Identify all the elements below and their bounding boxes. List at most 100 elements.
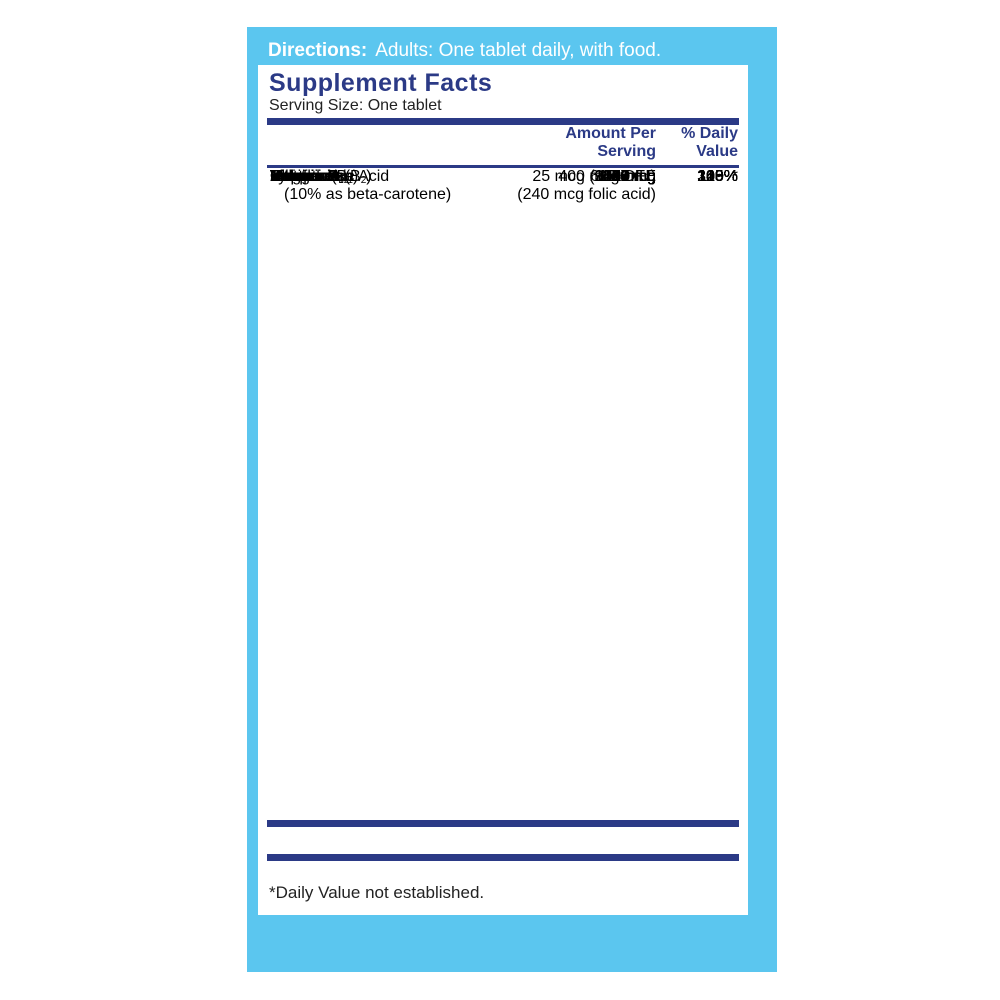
amount-line: 2.17 mg [598, 168, 656, 185]
header-line: % Daily [681, 125, 738, 142]
amount-line: 25 mcg (1000 IU) [532, 168, 656, 185]
amount: 0.9 mg [607, 168, 656, 186]
nutrient-name: Selenium [270, 168, 337, 186]
name-line: Chromium [270, 168, 344, 186]
amount: 300 mcg [595, 168, 656, 186]
name-line: Lycopene [270, 168, 339, 186]
amount: 99 mg [612, 168, 656, 186]
amount: 11 mg [613, 168, 656, 186]
amount: 43 mcg [604, 168, 656, 186]
nutrient-row: Magnesium 120 mg 29% [267, 168, 739, 682]
amount-line: 30 mcg [603, 168, 656, 185]
daily-value: 100% [697, 168, 738, 185]
amount-line: 15 mg [611, 168, 656, 185]
nutrient-name: Vitamin A (10% as beta-carotene) [270, 168, 451, 204]
name-text: Vitamin B [270, 168, 339, 185]
amount-line: 2.3 mg [607, 168, 656, 185]
name-text: (10% as beta-carotene) [284, 186, 452, 203]
amount-line: 150 mcg [594, 168, 656, 185]
directions: Directions: Adults: One tablet daily, wit… [268, 40, 661, 62]
amount: 30 mcg [604, 168, 656, 186]
name-text: Zinc [270, 168, 301, 185]
name-line: Iodine [270, 168, 314, 186]
name-line: Niacin [270, 168, 314, 186]
nutrient-name: Magnesium [270, 168, 353, 186]
subscript: 6 [338, 175, 344, 186]
nutrient-row: Vitamin A (10% as beta-carotene) 900 mcg 10… [267, 168, 739, 218]
amount: 6.24 mcg [590, 168, 656, 186]
nutrient-row: Selenium 55 mcg 100% [267, 168, 739, 738]
daily-value: 128% [697, 168, 738, 185]
divider [267, 118, 739, 125]
nutrient-name: Pantothenic Acid [270, 168, 389, 186]
name-line: Vitamin B12 [270, 168, 349, 186]
name-line: Vitamin B6 [270, 168, 344, 186]
name-line: Iron [270, 168, 298, 186]
nutrient-name: Biotin [270, 168, 310, 186]
nutrient-row: Vitamin B12 6.24 mcg 260% [267, 168, 739, 517]
name-line: Magnesium [270, 168, 353, 186]
name-text: Iron [270, 168, 298, 185]
name-text: Thiamin (B [270, 168, 348, 185]
name-text: Vitamin E [270, 168, 339, 185]
nutrient-row: Vitamin B6 2.17 mg 128% [267, 168, 739, 439]
name-text: Folate [270, 168, 315, 185]
name-text: Biotin [270, 168, 311, 185]
name-text: Selenium [270, 168, 337, 185]
amount: 35 mcg [604, 168, 656, 186]
nutrient-name: Vitamin B12 [270, 168, 349, 186]
daily-value: 100% [697, 168, 738, 185]
name-text: Vitamin C [270, 168, 340, 185]
amount-line: 1.43 mg [598, 168, 656, 185]
amount-line: 210 mg [602, 168, 656, 185]
name-line: Thiamin (B1) [270, 168, 358, 186]
directions-text: Adults: One tablet daily, with food. [375, 40, 662, 61]
amount: 400 mcg DFE (240 mcg folic acid) [517, 168, 656, 204]
amount: 0 mg [620, 168, 656, 186]
amount-line: 55 mcg [603, 168, 656, 185]
daily-value: 110% [698, 168, 738, 185]
daily-value: 29% [705, 168, 738, 185]
nutrient-name: Lycopene [270, 168, 339, 186]
divider [267, 854, 739, 862]
name-line: Vitamin D [270, 168, 339, 186]
amount: 2.17 mg [598, 168, 656, 186]
name-line: Manganese [270, 168, 354, 186]
nutrient-row: Vitamin C 99 mg 110% [267, 168, 739, 246]
nutrient-name: Calcium [270, 168, 328, 186]
amount-line: 6.24 mcg [590, 168, 656, 185]
amount-line: 35 mcg [603, 168, 656, 185]
amount: 1.43 mg [598, 168, 656, 186]
footnote: *Daily Value not established. [269, 883, 485, 902]
name-text: Riboflavin (B [270, 168, 361, 185]
nutrient-row: Biotin 43 mcg 143% [267, 168, 739, 544]
nutrient-name: Vitamin K [270, 168, 338, 186]
amount: 17.6 mg [598, 168, 656, 186]
amount: 25 mcg (1000 IU) [532, 168, 656, 186]
divider [267, 819, 739, 827]
daily-value: 110% [698, 168, 738, 185]
amount-line: 0.9 mg [607, 168, 656, 185]
name-text: Iodine [270, 168, 314, 185]
name-text: Vitamin A [270, 168, 338, 185]
nutrient-row: Pantothenic Acid 15.5 mg 310% [267, 168, 739, 572]
nutrient-row: Iodine 150 mcg 100% [267, 168, 739, 655]
daily-value: 110% [698, 168, 738, 185]
daily-value: 100% [697, 168, 738, 185]
nutrient-name: Thiamin (B1) [270, 168, 358, 186]
amount: 210 mg [603, 168, 656, 186]
amount-line: 900 mcg [594, 168, 656, 185]
name-line: Copper [270, 168, 322, 186]
daily-value: 260% [697, 168, 738, 185]
daily-value: 16% [705, 168, 738, 185]
directions-label: Directions: [268, 40, 368, 61]
name-text: Chromium [270, 168, 344, 185]
nutrient-name: Vitamin C [270, 168, 339, 186]
amount: 150 mcg [595, 168, 656, 186]
nutrient-row: Vitamin K 30 mcg 25% [267, 168, 739, 329]
name-line: Vitamin E [270, 168, 338, 186]
daily-value: 100% [697, 168, 738, 185]
daily-value: 0% [714, 168, 738, 185]
nutrient-name: Copper [270, 168, 322, 186]
amount: 1.32 mg [598, 168, 656, 186]
